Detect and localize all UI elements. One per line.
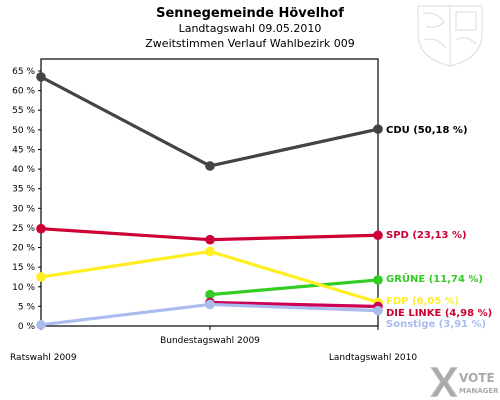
chart-title: Sennegemeinde Hövelhof [156,6,344,21]
y-tick-label: 40 % [12,165,35,175]
series-lines [39,75,380,327]
y-tick-label: 25 % [12,224,35,234]
y-tick-label: 65 % [12,67,35,77]
data-point-fdp [36,272,46,282]
data-point-spd [205,234,215,245]
data-point-gruene [205,289,215,300]
x-axis: Ratswahl 2009 Bundestagswahl 2009 Landtags… [10,326,417,363]
y-axis: 0 % 5 % 10 % 15 % 20 % 25 % 30 % 35 % 40 % 45 % 50… [12,67,41,332]
data-point-sonstige [373,305,383,316]
vote-manager-logo: VOTE MANAGER [430,367,499,397]
logo-manager-text: MANAGER [459,387,499,395]
y-tick-label: 20 % [12,244,35,254]
series-labels: CDU (50,18 %) SPD (23,13 %) GRÜNE (11,74 %… [386,125,492,330]
y-tick-label: 5 % [18,302,36,312]
series-line-gruene [208,278,380,297]
y-tick-label: 50 % [12,126,35,136]
x-tick-label: Ratswahl 2009 [10,353,77,363]
y-tick-label: 60 % [12,87,35,97]
chart-subtitle-district: Zweitstimmen Verlauf Wahlbezirk 009 [145,37,354,50]
y-tick-label: 30 % [12,204,35,214]
series-label-fdp: FDP (6,05 %) [386,296,459,307]
data-point-fdp [205,246,215,257]
y-tick-label: 15 % [12,263,35,273]
x-mark-icon [430,367,458,397]
logo-vote-text: VOTE [459,371,495,385]
series-label-sonstige: Sonstige (3,91 %) [386,319,486,330]
data-point-sonstige [205,299,215,310]
x-tick-label: Bundestagswahl 2009 [160,336,260,346]
data-point-cdu [205,161,215,171]
series-label-spd: SPD (23,13 %) [386,230,467,241]
series-points [36,72,383,330]
data-point-cdu [36,72,46,82]
y-tick-label: 35 % [12,185,35,195]
y-tick-label: 0 % [18,322,36,332]
data-point-spd [36,223,46,234]
data-point-sonstige [36,320,46,330]
series-line-cdu [39,75,380,168]
coat-of-arms-emblem [417,5,483,67]
series-label-cdu: CDU (50,18 %) [386,125,468,136]
data-point-cdu [373,124,383,134]
series-label-gruene: GRÜNE (11,74 %) [386,271,483,285]
chart-subtitle-date: Landtagswahl 09.05.2010 [179,22,322,35]
data-point-gruene [373,275,383,285]
y-tick-label: 45 % [12,145,35,155]
data-point-spd [373,230,383,241]
series-label-linke: DIE LINKE (4,98 %) [386,308,492,319]
series-line-linke [208,300,380,309]
y-tick-label: 10 % [12,283,35,293]
y-tick-label: 55 % [12,106,35,116]
x-tick-label: Landtagswahl 2010 [329,353,418,363]
